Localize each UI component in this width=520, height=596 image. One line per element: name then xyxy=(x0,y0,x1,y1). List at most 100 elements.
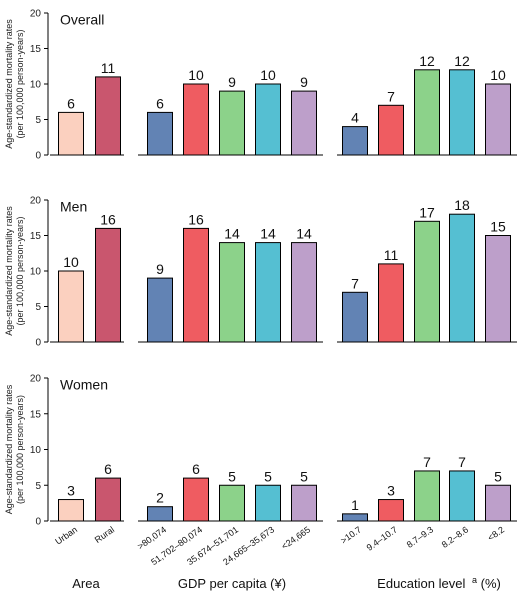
x-category-label: >10.7 xyxy=(339,524,363,545)
y-tick-label: 15 xyxy=(30,44,42,55)
bar xyxy=(342,126,368,156)
y-tick-label: 0 xyxy=(35,151,41,162)
bar xyxy=(378,263,404,343)
x-category-label: >80,074 xyxy=(136,524,169,551)
bar xyxy=(291,484,317,522)
bar-value-label: 12 xyxy=(419,53,435,69)
bar xyxy=(95,76,121,156)
x-axis-category-labels: Urban Rural >80,07451,702–80,07435,674–51,… xyxy=(53,524,506,567)
panel-men: 0 5 10 15 20 Age-standardized mortality rates… xyxy=(4,196,517,349)
bar xyxy=(449,213,475,343)
group-title-area: Area xyxy=(72,576,100,591)
bar-value-label: 14 xyxy=(260,226,276,242)
bar xyxy=(95,477,121,522)
bar xyxy=(147,277,173,343)
bar xyxy=(219,484,245,522)
bar-value-label: 1 xyxy=(351,497,359,513)
bar xyxy=(485,83,511,156)
bar xyxy=(342,291,368,343)
y-axis-label: Age-standardized mortality rates(per 100… xyxy=(4,384,25,514)
bar xyxy=(485,484,511,522)
y-tick-label: 5 xyxy=(35,481,41,492)
bar xyxy=(58,499,84,522)
bar xyxy=(291,90,317,156)
bar xyxy=(183,227,209,343)
bar-value-label: 6 xyxy=(67,95,75,111)
bar-value-label: 5 xyxy=(300,468,308,484)
bar xyxy=(291,242,317,343)
y-tick-label: 15 xyxy=(30,409,42,420)
bar xyxy=(414,220,440,343)
bar xyxy=(255,242,281,343)
bar-value-label: 11 xyxy=(101,60,116,76)
education-title-superscript: a xyxy=(472,575,477,585)
bar-value-label: 5 xyxy=(228,468,236,484)
y-tick-label: 20 xyxy=(30,196,42,207)
bar xyxy=(58,270,84,343)
bar-value-label: 11 xyxy=(384,247,399,263)
y-tick-label: 15 xyxy=(30,231,42,242)
bar xyxy=(95,227,121,343)
bar-value-label: 16 xyxy=(100,211,116,227)
y-tick-label: 10 xyxy=(30,445,42,456)
bar-value-label: 7 xyxy=(351,275,359,291)
y-axis-label-line: Age-standardized mortality rates xyxy=(4,206,14,336)
x-category-label: <24,665 xyxy=(280,524,313,551)
bar xyxy=(58,111,84,156)
bar-value-label: 4 xyxy=(351,110,359,126)
bar xyxy=(378,499,404,522)
group-titles: Area GDP per capita (¥) Education level … xyxy=(72,571,501,591)
panel-title: Overall xyxy=(60,11,104,27)
y-axis-label-line: Age-standardized mortality rates xyxy=(4,384,14,514)
y-tick-label: 5 xyxy=(35,302,41,313)
bar xyxy=(219,90,245,156)
bar-value-label: 7 xyxy=(458,454,466,470)
y-axis-label-line: Age-standardized mortality rates xyxy=(4,19,14,149)
x-category-label: 8.7–9.3 xyxy=(405,524,435,549)
panel-overall: 0 5 10 15 20 Age-standardized mortality rates… xyxy=(4,9,517,162)
bar-value-label: 6 xyxy=(156,95,164,111)
bar xyxy=(183,83,209,156)
bar-value-label: 10 xyxy=(63,254,79,270)
y-axis-label-line: (per 100,000 person-years) xyxy=(15,216,25,325)
bar xyxy=(449,470,475,522)
bar xyxy=(255,484,281,522)
bar-value-label: 7 xyxy=(423,454,431,470)
bar-value-label: 10 xyxy=(260,67,276,83)
group-title-education: Education level a (%) xyxy=(377,571,501,591)
x-category-label: Rural xyxy=(93,524,116,545)
y-tick-label: 20 xyxy=(30,374,42,385)
group-title-gdp: GDP per capita (¥) xyxy=(178,576,286,591)
bar-value-label: 3 xyxy=(387,483,395,499)
y-tick-label: 10 xyxy=(30,80,42,91)
education-title-text: Education level xyxy=(377,576,465,591)
bar xyxy=(219,242,245,343)
bar xyxy=(378,104,404,156)
bar-value-label: 6 xyxy=(192,461,200,477)
bar-value-label: 3 xyxy=(67,483,75,499)
y-tick-label: 0 xyxy=(35,517,41,528)
bar-value-label: 14 xyxy=(296,226,312,242)
y-tick-label: 20 xyxy=(30,9,42,20)
x-category-label: 9.4–10.7 xyxy=(365,524,399,552)
y-tick-label: 5 xyxy=(35,115,41,126)
bar-value-label: 10 xyxy=(188,67,204,83)
y-axis-label: Age-standardized mortality rates(per 100… xyxy=(4,206,25,336)
bar-value-label: 14 xyxy=(224,226,240,242)
bar-value-label: 15 xyxy=(490,219,506,235)
bar xyxy=(342,513,368,522)
bar xyxy=(414,470,440,522)
bar xyxy=(147,111,173,156)
education-title-suffix: (%) xyxy=(481,576,501,591)
bar-value-label: 18 xyxy=(454,197,470,213)
bar-value-label: 6 xyxy=(104,461,112,477)
bar xyxy=(414,69,440,156)
bar xyxy=(147,506,173,522)
x-category-label: 8.2–8.6 xyxy=(440,524,470,549)
x-category-label: <8.2 xyxy=(486,524,506,542)
bar-value-label: 17 xyxy=(419,204,435,220)
bar xyxy=(485,235,511,343)
